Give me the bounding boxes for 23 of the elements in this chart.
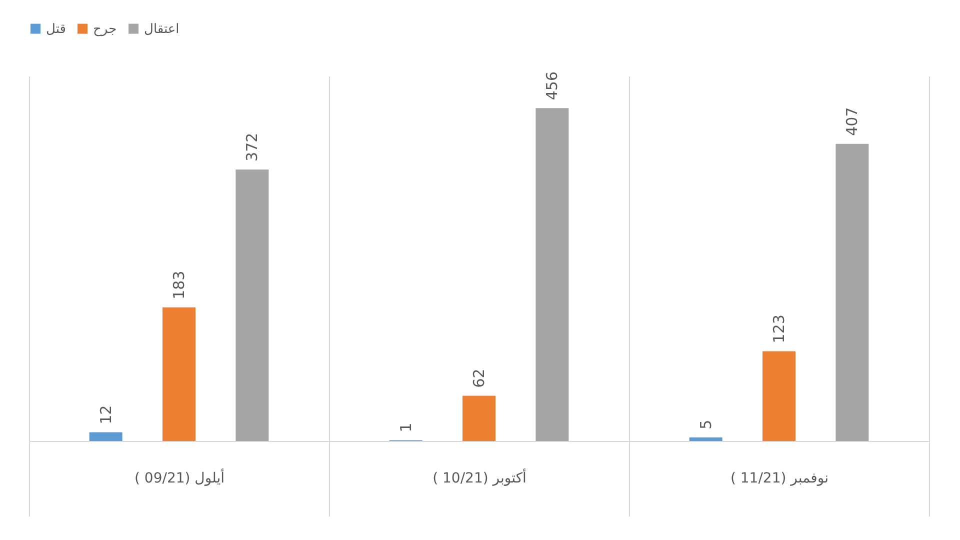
bar [236,169,269,441]
bar [689,437,722,441]
x-tick-label: ( 09/21) أيلول [134,468,225,486]
x-tick-label: ( 10/21) أكتوبر [432,468,527,486]
data-label: 5 [696,420,715,430]
data-label: 407 [843,107,862,136]
legend-label: اعتقال [144,22,180,37]
legend-label: قتل [46,22,66,37]
bar [762,351,796,441]
data-label: 372 [243,132,262,162]
legend-label: جرح [93,22,117,37]
data-label: 1 [396,422,415,432]
data-label: 12 [96,405,115,424]
data-label: 123 [770,314,788,344]
x-tick-label: ( 11/21) نوفمبر [730,470,829,486]
bar [462,396,496,441]
data-label: 62 [470,368,488,388]
data-label: 183 [170,270,188,300]
data-label: 456 [543,71,562,100]
bar [536,108,569,441]
bar [162,307,196,441]
bar [836,144,869,441]
bar [89,432,122,441]
